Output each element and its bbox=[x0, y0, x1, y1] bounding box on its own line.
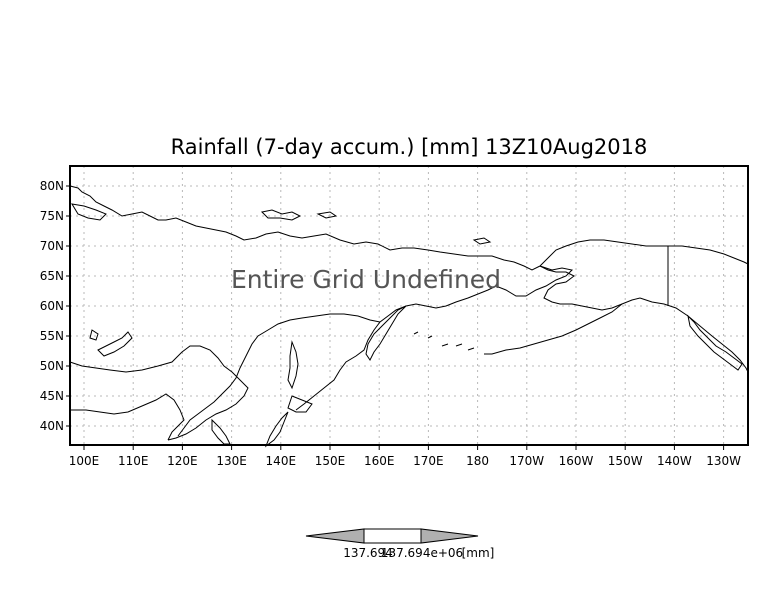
latitude-label: 80N bbox=[40, 179, 64, 193]
wrangel-island bbox=[472, 237, 492, 245]
okhotsk-coast bbox=[177, 313, 381, 437]
new-siberian-islands bbox=[260, 209, 302, 221]
undefined-grid-message: Entire Grid Undefined bbox=[231, 265, 501, 294]
latitude-label: 60N bbox=[40, 299, 64, 313]
chukotka-coast bbox=[295, 265, 574, 411]
latitude-label: 50N bbox=[40, 359, 64, 373]
alaska-peninsula bbox=[484, 303, 623, 355]
china-coast bbox=[70, 393, 185, 441]
map-title: Rainfall (7-day accum.) [mm] 13Z10Aug201… bbox=[171, 135, 648, 159]
baikal-lake bbox=[97, 331, 133, 357]
siberia-arctic-coast bbox=[69, 185, 541, 271]
longitude-label: 140W bbox=[657, 454, 692, 468]
longitude-label: 150W bbox=[608, 454, 643, 468]
longitude-label: 180 bbox=[466, 454, 489, 468]
latitude-label: 70N bbox=[40, 239, 64, 253]
longitude-label: 170E bbox=[413, 454, 444, 468]
colorbar-low-label: 137.694 bbox=[343, 546, 393, 560]
west-siberia-shore bbox=[89, 329, 99, 341]
japan-honshu bbox=[264, 411, 289, 448]
longitude-label: 140E bbox=[266, 454, 297, 468]
longitude-label: 100E bbox=[69, 454, 100, 468]
alaska-west-coast bbox=[539, 265, 641, 311]
colorbar-units: [mm] bbox=[462, 546, 495, 560]
longitude-label: 170W bbox=[509, 454, 544, 468]
asia-continent-south bbox=[69, 345, 249, 441]
latitude-label: 75N bbox=[40, 209, 64, 223]
arctic-island-small bbox=[316, 211, 338, 219]
colorbar: 137.694 137.694e+06 [mm] bbox=[305, 528, 495, 560]
gulf-of-alaska-coast bbox=[639, 297, 749, 373]
longitude-label: 160E bbox=[364, 454, 395, 468]
japan-hokkaido bbox=[287, 395, 313, 413]
latitude-label: 65N bbox=[40, 269, 64, 283]
longitude-axis: 100E 110E 120E 130E 140E 150E 160E 170E 180 170W 1… bbox=[69, 445, 741, 468]
aleutian-islands bbox=[413, 331, 475, 351]
colorbar-right-triangle bbox=[420, 528, 479, 544]
longitude-label: 130W bbox=[706, 454, 741, 468]
latitude-axis: 80N 75N 70N 65N 60N 55N 50N 45N 40N bbox=[40, 179, 70, 433]
colorbar-left-triangle bbox=[305, 528, 365, 544]
longitude-label: 120E bbox=[167, 454, 198, 468]
longitude-label: 130E bbox=[216, 454, 247, 468]
longitude-label: 150E bbox=[315, 454, 346, 468]
colorbar-high-label: 137.694e+06 bbox=[381, 546, 463, 560]
latitude-label: 55N bbox=[40, 329, 64, 343]
latitude-label: 45N bbox=[40, 389, 64, 403]
longitude-label: 110E bbox=[118, 454, 149, 468]
alaska-north-coast bbox=[539, 239, 749, 267]
coastlines bbox=[69, 185, 749, 448]
latitude-label: 40N bbox=[40, 419, 64, 433]
korea bbox=[211, 418, 231, 445]
colorbar-middle-box bbox=[363, 528, 422, 544]
gridlines bbox=[70, 166, 748, 445]
southeast-alaska bbox=[687, 314, 743, 371]
arctic-islands-west bbox=[71, 203, 107, 221]
sakhalin bbox=[287, 340, 299, 390]
longitude-label: 160W bbox=[559, 454, 594, 468]
kamchatka bbox=[365, 305, 407, 361]
